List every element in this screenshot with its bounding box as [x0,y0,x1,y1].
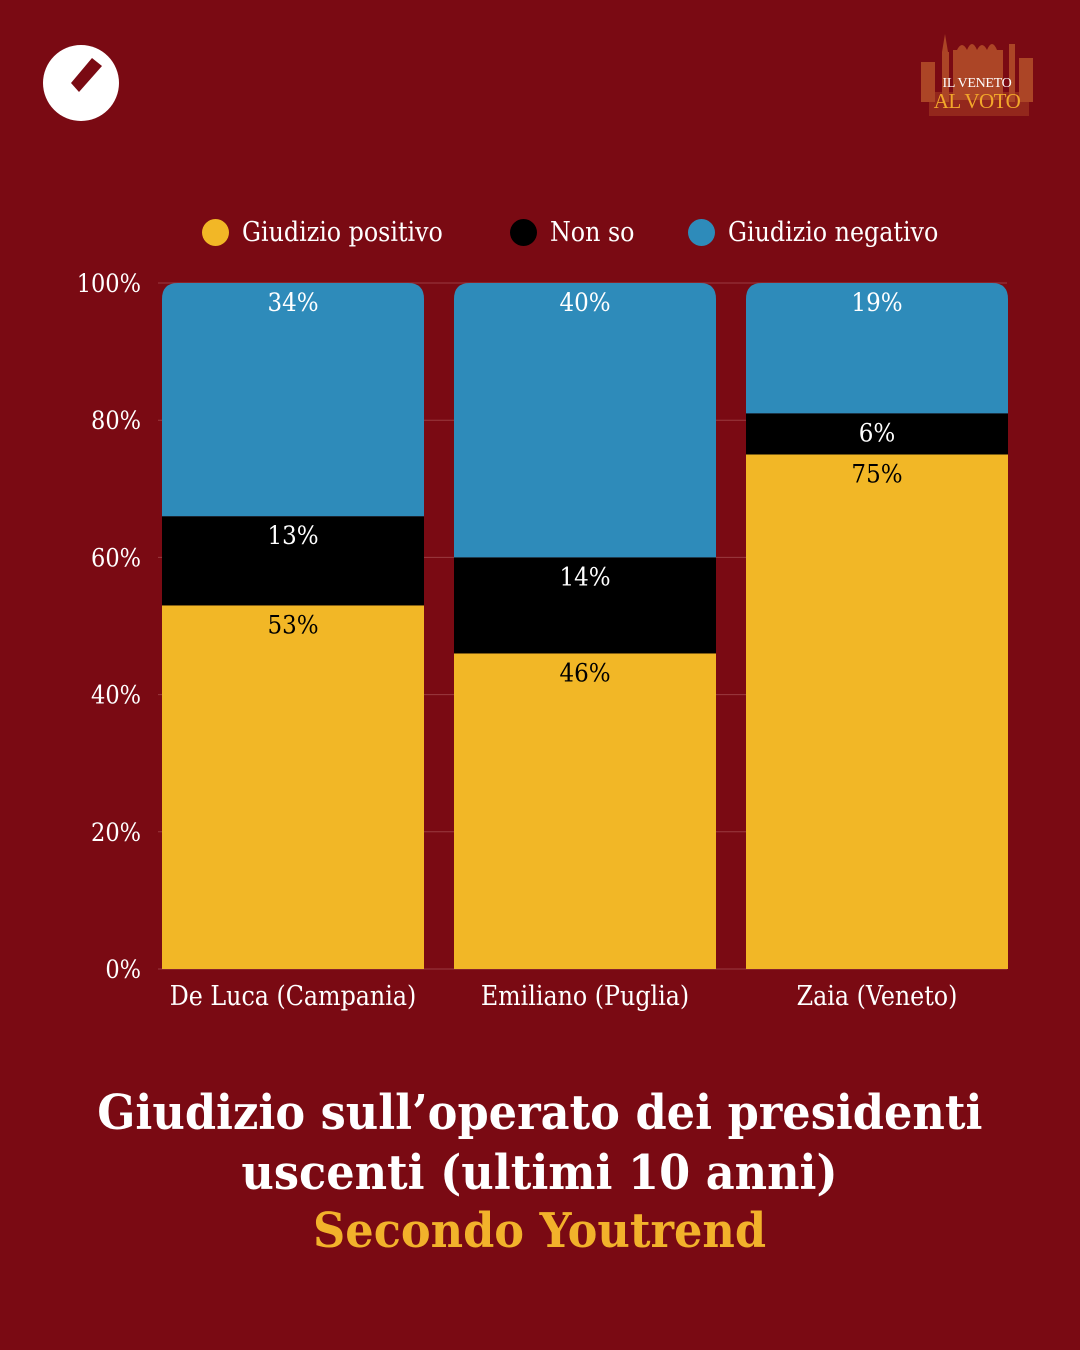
bar-stack: 53% 13% 34% [162,283,424,969]
chart-title-line1: Giudizio sull’operato dei presidenti [97,1085,983,1141]
legend-label: Non so [550,216,635,248]
legend-item-unknown: Non so [510,212,646,252]
bar-segment [454,653,716,969]
stacked-bar-chart: 0% 20% 40% 60% 80% 100% 53% 13% 34% De Luca (Camp… [77,269,1008,1012]
y-tick-label: 0% [105,955,141,984]
bar-segment [746,283,1008,414]
legend-dot-positive-icon [202,218,229,246]
legend-item-positive: Giudizio positivo [202,212,470,252]
bar-segment [454,557,716,654]
bar-segment [162,283,424,517]
data-label: 53% [267,611,318,640]
data-label: 40% [559,288,610,317]
x-tick-label: Zaia (Veneto) [797,980,958,1012]
bar-stack: 75% 6% 19% [746,283,1008,969]
y-tick-label: 80% [91,406,141,435]
legend-dot-unknown-icon [510,218,537,246]
legend-label: Giudizio positivo [242,216,443,248]
chart-legend: Giudizio positivo Non so Giudizio negati… [0,212,1080,252]
youtrend-logo-icon [42,44,120,122]
logo-line2: AL VOTO [933,89,1021,113]
bar-segment [454,283,716,558]
bar-segment [162,516,424,606]
data-label: 46% [559,659,610,688]
venice-skyline-icon [921,34,1033,116]
chart-subtitle: Secondo Youtrend [313,1203,767,1259]
logo-line1: IL VENETO [942,76,1012,91]
veneto-al-voto-logo: IL VENETO AL VOTO [915,32,1039,124]
x-tick-label: Emiliano (Puglia) [481,980,689,1012]
y-tick-label: 60% [91,543,141,572]
x-tick-label: De Luca (Campania) [170,980,417,1012]
data-label: 14% [559,563,610,592]
y-tick-label: 100% [77,269,141,298]
legend-dot-negative-icon [688,218,715,246]
chart-title-line2: uscenti (ultimi 10 anni) [241,1145,839,1201]
data-label: 75% [851,460,902,489]
y-tick-label: 40% [91,680,141,709]
legend-label: Giudizio negativo [728,216,939,248]
data-label: 13% [267,521,318,550]
legend-item-negative: Giudizio negativo [688,212,967,252]
data-label: 6% [859,418,895,447]
bar-segment [746,454,1008,969]
bar-stack: 46% 14% 40% [454,283,716,969]
data-label: 19% [851,288,902,317]
data-label: 34% [267,288,318,317]
y-tick-label: 20% [91,818,141,847]
bar-segment [162,605,424,969]
bar-segment [746,413,1008,455]
